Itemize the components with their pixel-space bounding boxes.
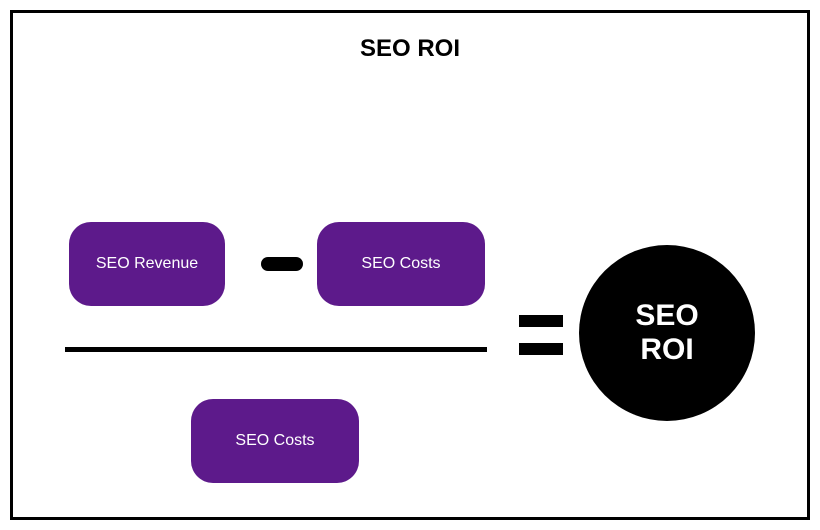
result-line1: SEO <box>635 299 698 334</box>
pill-seo-costs-top: SEO Costs <box>317 222 485 306</box>
equals-bar-bottom <box>519 343 563 355</box>
minus-icon <box>261 257 303 271</box>
pill-seo-costs-bottom: SEO Costs <box>191 399 359 483</box>
equals-icon <box>519 315 563 355</box>
result-circle: SEO ROI <box>579 245 755 421</box>
diagram-title: SEO ROI <box>13 35 807 63</box>
diagram-frame: SEO ROI SEO Revenue SEO Costs SEO Costs … <box>10 10 810 520</box>
division-line <box>65 347 487 352</box>
pill-label: SEO Costs <box>361 255 440 273</box>
equals-bar-top <box>519 315 563 327</box>
pill-label: SEO Costs <box>235 432 314 450</box>
pill-seo-revenue: SEO Revenue <box>69 222 225 306</box>
pill-label: SEO Revenue <box>96 255 198 273</box>
result-line2: ROI <box>640 333 693 368</box>
